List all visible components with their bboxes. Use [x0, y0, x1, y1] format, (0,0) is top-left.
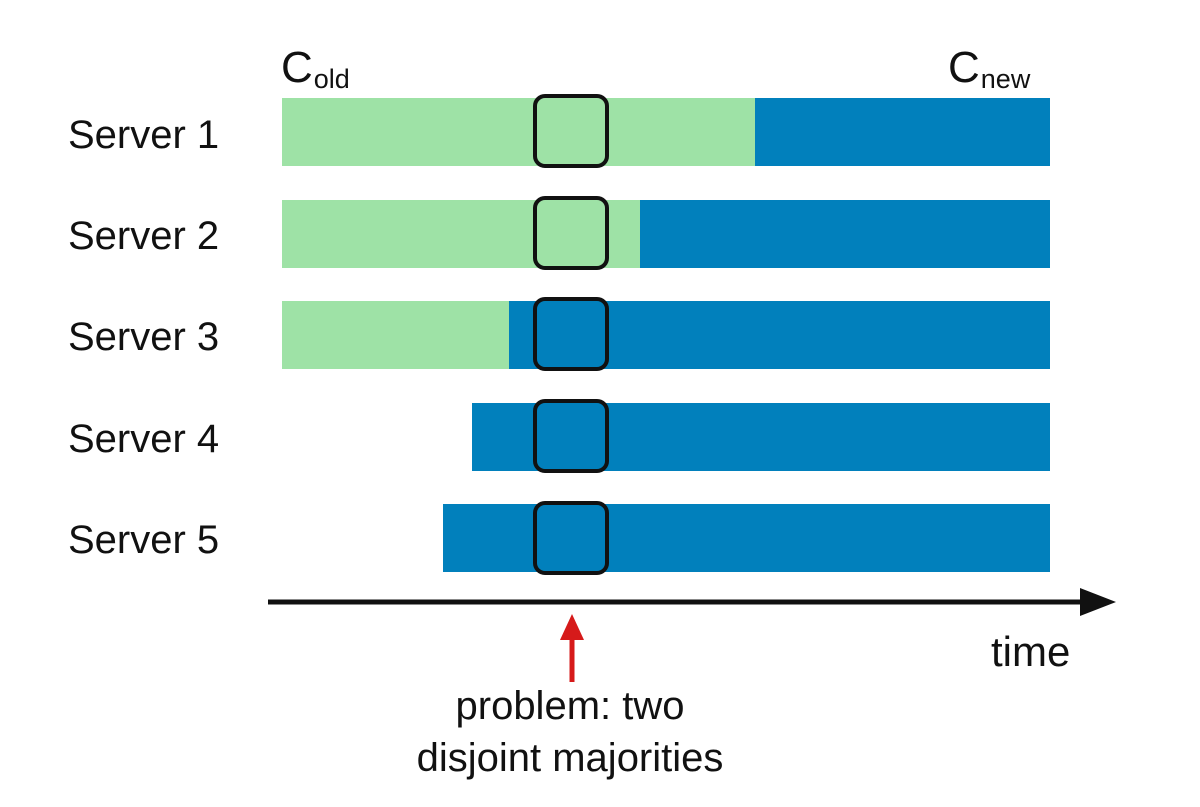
server-3-highlight-box [533, 297, 609, 371]
problem-arrow-head [560, 614, 584, 640]
server-1-new-config-bar [755, 98, 1050, 166]
problem-annotation-line-1: problem: two [455, 684, 685, 728]
server-2-new-config-bar [640, 200, 1050, 268]
problem-annotation-line-2: disjoint majorities [416, 736, 724, 780]
time-axis-arrowhead [1080, 588, 1116, 616]
server-label-1: Server 1 [68, 113, 220, 157]
server-3-new-config-bar [509, 301, 1050, 369]
old-config-label: Cold [281, 43, 350, 94]
server-5-highlight-box [533, 501, 609, 575]
time-axis-label: time [991, 628, 1071, 675]
new-config-label: Cnew [948, 43, 1031, 94]
server-label-4: Server 4 [68, 417, 220, 461]
server-2-old-config-bar [282, 200, 640, 268]
server-label-2: Server 2 [68, 214, 220, 258]
server-3-old-config-bar [282, 301, 509, 369]
server-1-highlight-box [533, 94, 609, 168]
server-5-new-config-bar [443, 504, 1050, 572]
server-4-highlight-box [533, 399, 609, 473]
server-label-3: Server 3 [68, 315, 220, 359]
problem-annotation: problem: two disjoint majorities [370, 680, 770, 784]
server-label-5: Server 5 [68, 518, 220, 562]
server-1-old-config-bar [282, 98, 755, 166]
server-4-new-config-bar [472, 403, 1050, 471]
server-2-highlight-box [533, 196, 609, 270]
